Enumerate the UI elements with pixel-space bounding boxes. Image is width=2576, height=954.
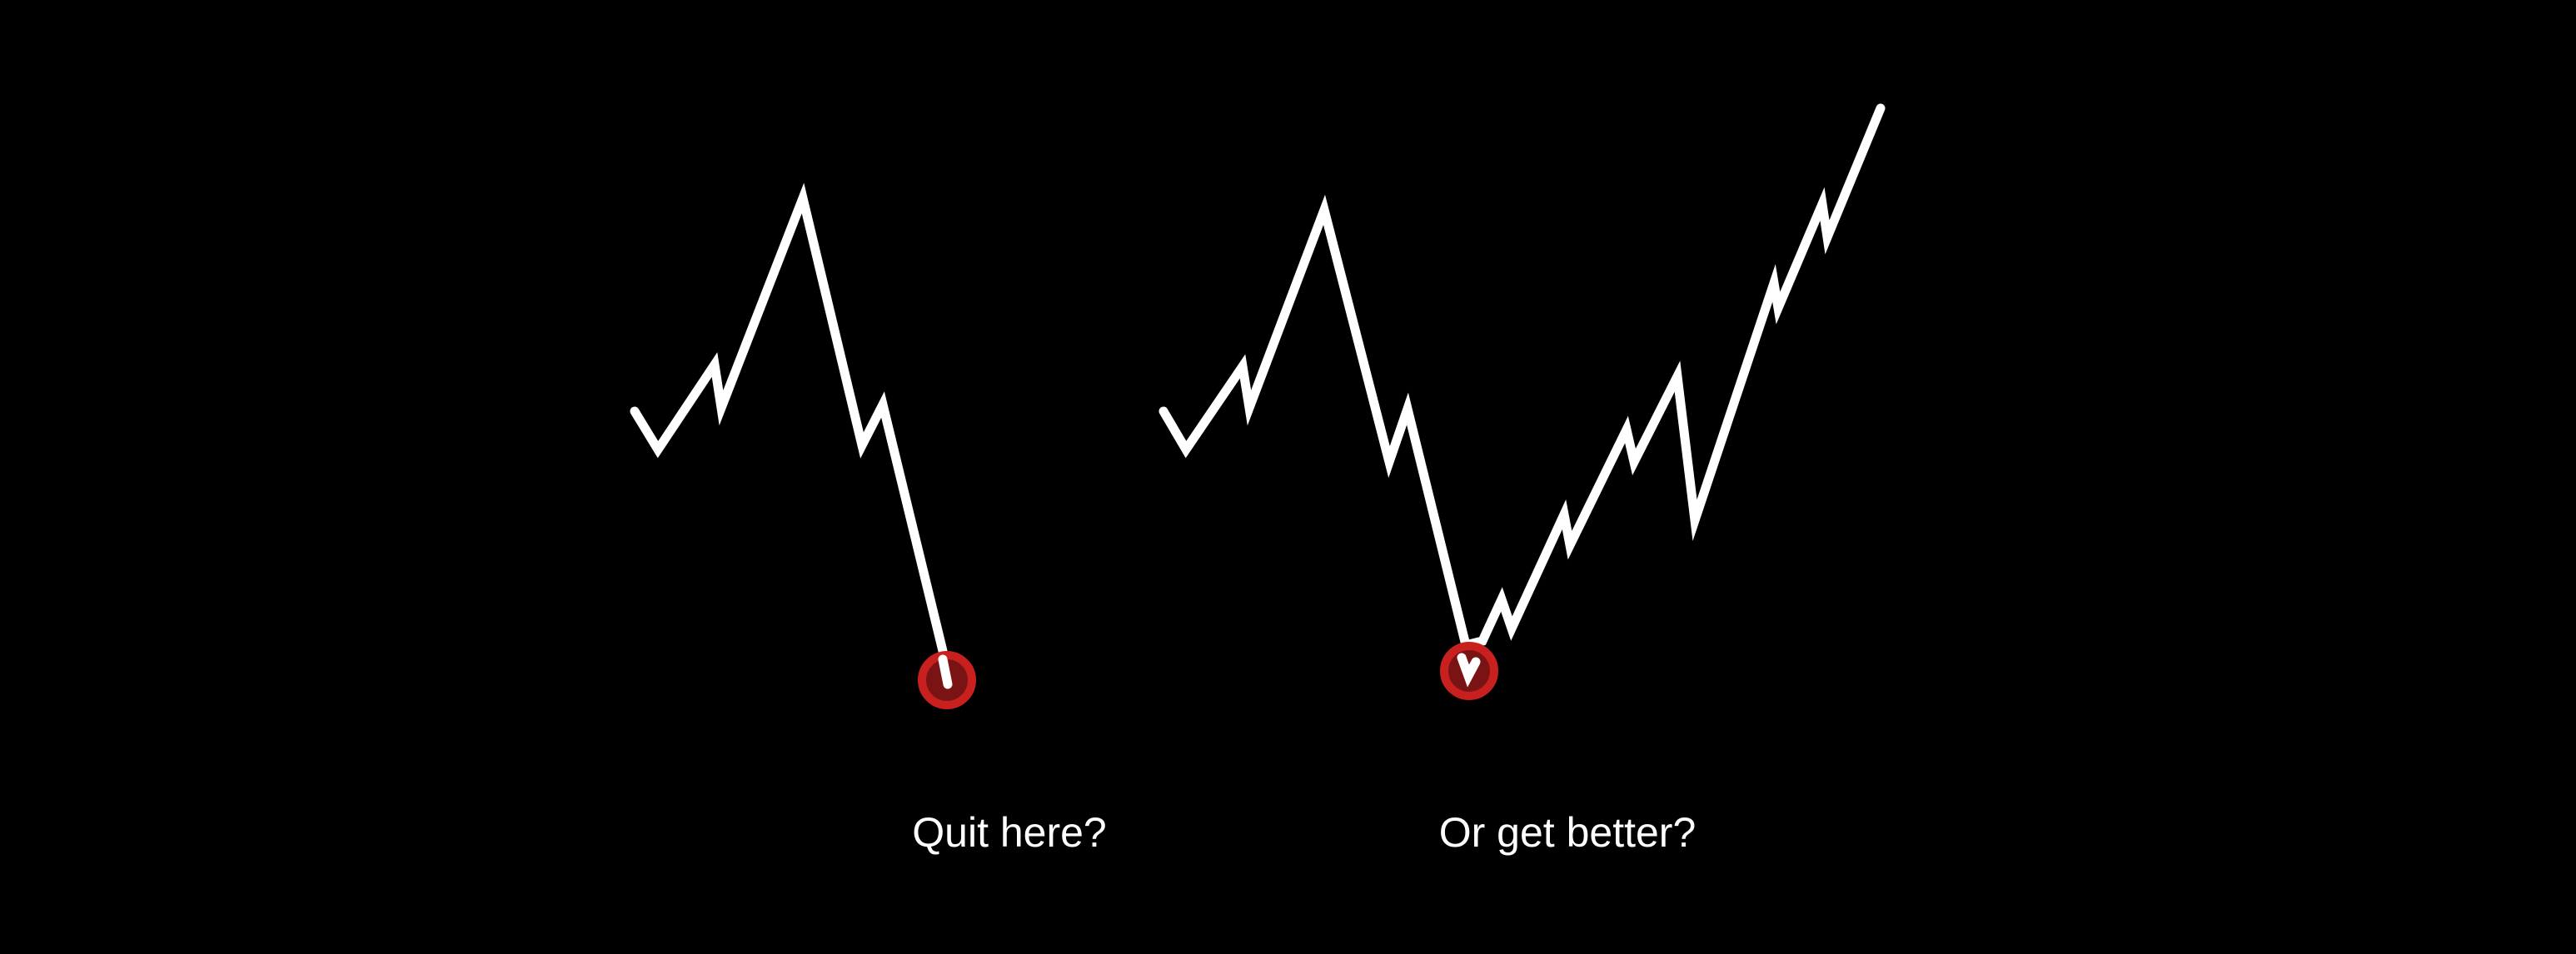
right-trend-line [1158,103,1886,651]
left-low-point-marker [918,651,976,709]
right-low-point-tip [1457,653,1481,688]
quit-caption: Quit here? [912,809,1107,856]
improve-caption: Or get better? [1438,809,1697,856]
left-trend-group [630,182,976,709]
right-low-point-marker [1440,642,1498,700]
left-trend-line [630,182,948,656]
right-trend-group [1158,103,1886,700]
left-low-point-tip [938,654,953,689]
